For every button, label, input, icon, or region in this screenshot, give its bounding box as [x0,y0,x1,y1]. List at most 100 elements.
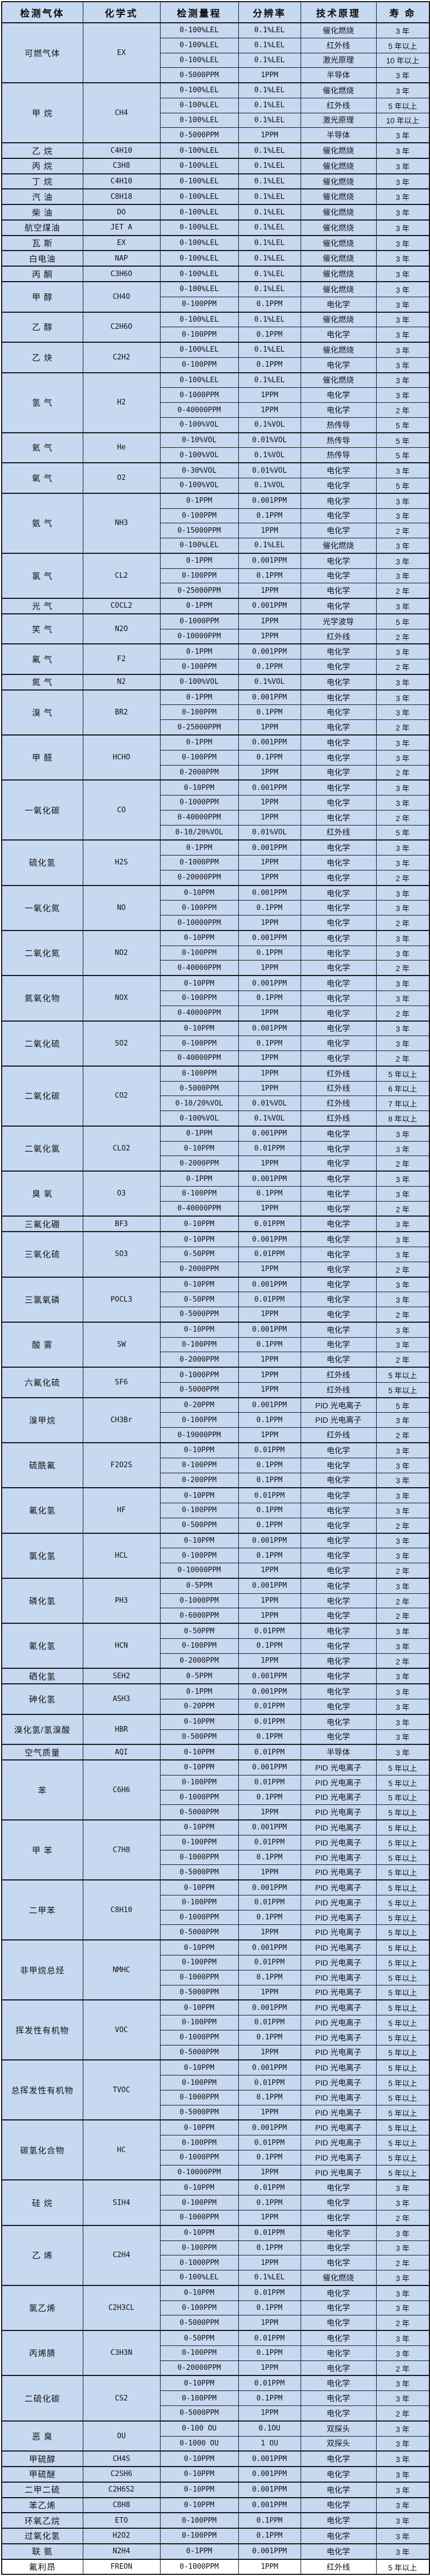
formula-cell: SW [82,1321,161,1368]
lifetime-cell: 3 年 [376,1638,430,1654]
formula-cell: CO [82,779,161,841]
resolution-cell: 0.01%VOL [238,432,301,448]
principle-cell: 电化学 [300,1548,377,1564]
table-row: 三氯氧磷 POCL3 0-10PPM 0.001PPM 电化学 3 年 [1,1276,430,1323]
principle-cell: 热传导 [300,432,377,448]
gas-name-cell: 过氧化氢 [1,2528,83,2544]
principle-cell: 电化学 [300,1020,377,1037]
formula-cell: PH3 [82,1577,161,1624]
gas-name-cell: 瓦 斯 [1,234,83,251]
principle-cell: 红外线 [300,824,377,841]
resolution-cell: 0.1%LEL [238,157,301,174]
formula-cell: C2H6S2 [82,2481,161,2498]
table-header: 检测气体 化学式 检测量程 分辨率 技术原理 寿 命 [1,1,430,23]
lifetime-cell: 5 年以上 [376,1834,430,1850]
range-cell: 0-6000PPM [159,1608,239,1624]
resolution-cell: 0.001PPM [238,884,301,901]
range-cell: 0-100%LEL [159,173,239,189]
principle-cell: 激光原理 [300,52,377,68]
range-cell: 0-100%LEL [159,2270,239,2286]
principle-cell: 电化学 [300,1713,377,1730]
gas-name-cell: 氨 气 [1,492,83,554]
resolution-cell: 0.1%LEL [238,2270,301,2286]
gas-name-cell: 可燃气体 [1,22,83,83]
lifetime-cell: 5 年以上 [376,2089,430,2105]
range-cell: 0-10PPM [159,975,239,992]
resolution-cell: 0.001PPM [238,734,301,751]
range-cell: 0-10PPM [159,2497,239,2513]
formula-cell: POCL3 [82,1276,161,1323]
resolution-cell: 0.01PPM [238,2375,301,2392]
table-row: 氟化氢 HF 0-10PPM 0.01PPM 电化学 3 年 [1,1487,430,1534]
lifetime-cell: 3 年 [376,1020,430,1037]
range-cell: 0-10PPM [159,1231,239,1248]
lifetime-cell: 3 年 [376,1457,430,1473]
principle-cell: 电化学 [300,659,377,675]
range-cell: 0-500PPM [159,1729,239,1745]
formula-cell: O3 [82,1171,161,1217]
range-cell: 0-100%LEL [159,22,239,38]
principle-cell: PID 光电离子 [300,1412,377,1428]
resolution-cell: 1PPM [238,387,301,403]
range-cell: 0-100PPM [159,945,239,961]
lifetime-cell: 3 年 [376,296,430,313]
range-cell: 0-2000PPM [159,1156,239,1172]
range-cell: 0-5000PPM [159,1382,239,1398]
range-cell: 0-1PPM [159,734,239,751]
gas-name-cell: 氟 气 [1,643,83,675]
range-cell: 0-5PPM [159,1668,239,1684]
range-cell: 0-100PPM [159,1834,239,1850]
resolution-cell: 0.001PPM [238,1879,301,1895]
resolution-cell: 0.001PPM [238,1020,301,1037]
range-cell: 0-10PPM [159,1442,239,1458]
resolution-cell: 0.1%LEL [238,37,301,53]
lifetime-cell: 7 年以上 [376,1096,430,1112]
gas-name-cell: 丁 烷 [1,173,83,189]
table-row: 0-100PPM 0.01PPM PID 光电离子 5 年以上 [2,2015,430,2030]
principle-cell: PID 光电离子 [300,2104,377,2120]
table-row: 0-50PPM 0.01PPM 电化学 3 年 [2,1247,430,1262]
resolution-cell: 0.1PPM [238,1503,301,1518]
principle-cell: 红外线 [300,97,377,113]
formula-cell: ASH3 [82,1683,161,1715]
principle-cell: 电化学 [300,1321,377,1338]
resolution-cell: 0.01PPM [238,2224,301,2241]
formula-cell: H2O2 [82,2528,161,2544]
resolution-cell: 0.01PPM [238,1774,301,1790]
table-row: 0-100PPM 0.01PPM PID 光电离子 5 年以上 [2,1955,430,1970]
principle-cell: PID 光电离子 [300,1397,377,1413]
table-row: 0-40000PPM 1PPM 电化学 2 年 [2,1005,430,1022]
resolution-cell: 0.1PPM [238,1517,301,1534]
lifetime-cell: 2 年 [376,2405,430,2422]
principle-cell: 电化学 [300,1352,377,1368]
table-row: 砷化氢 ASH3 0-1PPM 0.001PPM 电化学 3 年 [1,1683,430,1715]
resolution-cell: 1PPM [238,960,301,976]
resolution-cell: 0.1%LEL [238,142,301,159]
range-cell: 0-10000PPM [159,2164,239,2180]
table-row: 0-100PPM 0.1PPM 电化学 3 年 [2,2390,430,2406]
lifetime-cell: 3 年 [376,552,430,569]
principle-cell: 电化学 [300,2528,377,2544]
lifetime-cell: 3 年 [376,127,430,143]
table-row: 乙 炔 C2H2 0-100%LEL 0.1%LEL 催化燃烧 3 年 [1,342,430,373]
principle-cell: PID 光电离子 [300,1924,377,1940]
resolution-cell: 1PPM [238,869,301,886]
resolution-cell: 0.001PPM [238,839,301,856]
table-row: 氧 气 O2 0-30%VOL 0.01%VOL 电化学 3 年 [1,462,430,494]
resolution-cell: 0.001PPM [238,689,301,706]
resolution-cell: 0.1PPM [238,2345,301,2361]
range-cell: 0-10PPM [159,1532,239,1549]
formula-cell: NOX [82,975,161,1022]
lifetime-cell: 5 年 [376,417,430,433]
resolution-cell: 0.001PPM [238,1321,301,1338]
table-row: 乙 烯 C2H4 0-10PPM 0.01PPM 电化学 3 年 [1,2224,430,2286]
range-cell: 0-50PPM [159,1292,239,1308]
table-row: 0-100PPM 0.1PPM 电化学 3 年 [2,749,430,766]
principle-cell: 电化学 [300,2240,377,2256]
range-cell: 0-100PPM [159,749,239,766]
range-cell: 0-100PPM [159,296,239,313]
lifetime-cell: 3 年 [376,1623,430,1639]
range-cell: 0-10PPM [159,1939,239,1956]
table-row: 氟利昂 FREON 0-1000PPM 1PPM 红外线 5 年以上 [1,2558,430,2575]
resolution-cell: 0.1PPM [238,2149,301,2165]
